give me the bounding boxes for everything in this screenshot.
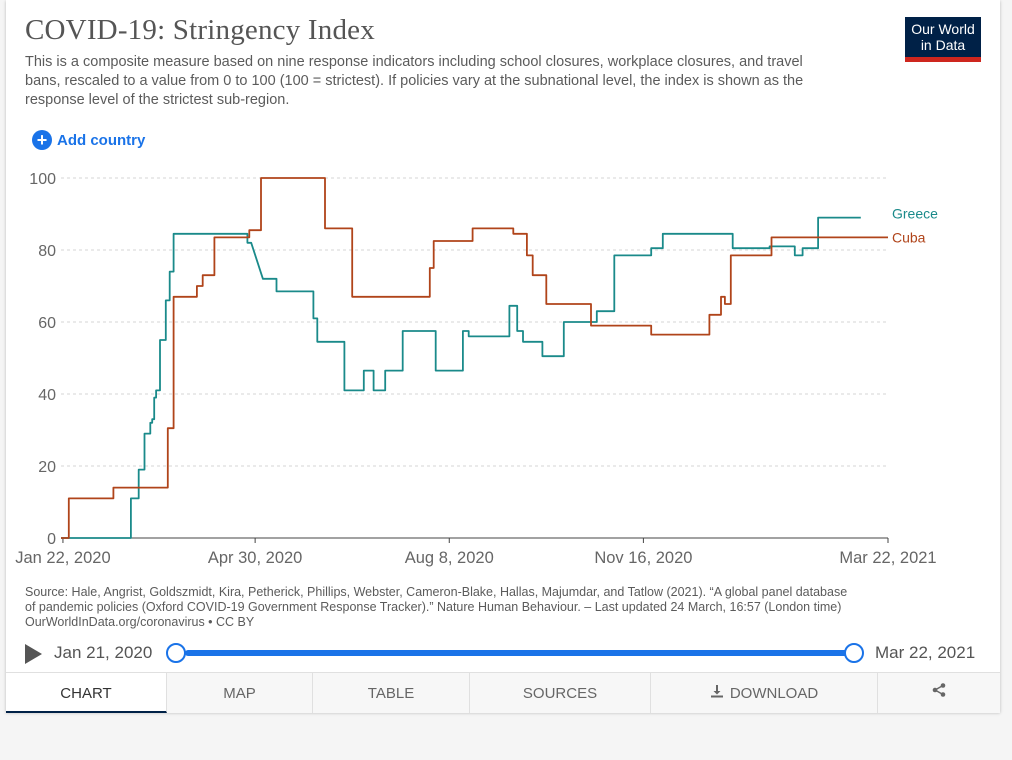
series-label-cuba: Cuba [892,229,926,245]
series-label-greece: Greece [892,206,938,222]
add-country-label: Add country [57,131,146,149]
source-line-1: Source: Hale, Angrist, Goldszmidt, Kira,… [25,585,848,599]
logo-line-2: in Data [920,37,966,53]
timeline-end-label: Mar 22, 2021 [875,643,976,662]
x-tick-label: Jan 22, 2020 [15,549,110,567]
y-tick-label: 0 [47,531,56,548]
y-tick-label: 60 [38,315,56,332]
chart-subtitle: This is a composite measure based on nin… [25,54,804,108]
x-tick-label: Aug 8, 2020 [405,549,494,567]
download-icon [710,673,724,715]
share-icon [931,683,947,702]
timeline-start-handle[interactable] [166,643,186,663]
timeline-track[interactable] [185,650,853,656]
tab-sources[interactable]: SOURCES [470,673,651,713]
x-tick-label: Apr 30, 2020 [208,549,303,567]
source-note: Source: Hale, Angrist, Goldszmidt, Kira,… [25,585,955,630]
tab-chart[interactable]: CHART [6,673,167,713]
tab-bar: CHART MAP TABLE SOURCES DOWNLOAD [6,672,1000,713]
owid-logo[interactable]: Our World in Data [905,17,981,62]
timeline-end-handle[interactable] [844,643,864,663]
tab-map[interactable]: MAP [167,673,313,713]
chart-card: COVID-19: Stringency Index This is a com… [6,0,1000,713]
series-line-greece [61,216,861,539]
y-tick-label: 40 [38,387,56,404]
plus-circle-icon: + [32,130,52,150]
source-line-3: OurWorldInData.org/coronavirus • CC BY [25,615,255,629]
tab-download[interactable]: DOWNLOAD [651,673,878,713]
play-icon[interactable] [25,644,42,664]
y-tick-label: 80 [38,243,56,260]
download-label: DOWNLOAD [729,685,819,702]
x-tick-label: Mar 22, 2021 [839,549,936,567]
series-line-cuba [61,177,888,539]
x-tick-label: Nov 16, 2020 [594,549,692,567]
add-country-button[interactable]: + Add country [32,130,145,150]
logo-line-1: Our World [911,21,975,37]
y-tick-label: 20 [38,459,56,476]
y-tick-label: 100 [29,171,56,188]
timeline: Jan 21, 2020 Mar 22, 2021 [25,640,985,666]
source-line-2: of pandemic policies (Oxford COVID-19 Go… [25,600,842,614]
tab-table[interactable]: TABLE [313,673,470,713]
tab-share[interactable] [878,673,1000,713]
timeline-start-label: Jan 21, 2020 [54,643,153,662]
chart-title: COVID-19: Stringency Index [25,14,375,46]
line-chart: 0 20 40 60 80 100 Jan 22, 2020 Apr 30, 2020 Aug … [15,171,938,567]
